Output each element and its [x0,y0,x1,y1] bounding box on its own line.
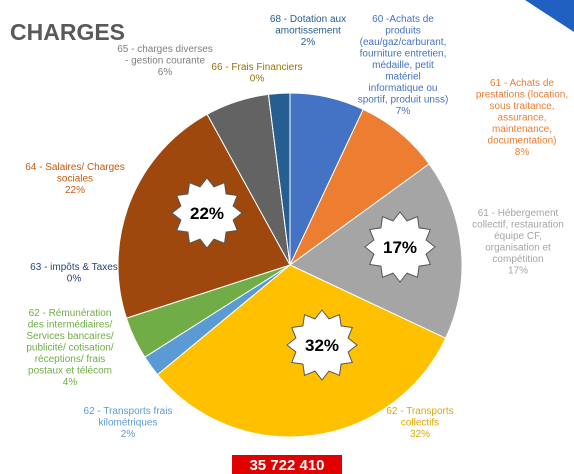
slice-label: 66 - Frais Financiers [211,62,302,73]
slice-label: 62 - Transports frais kilométriques [84,406,173,429]
corner-decoration [525,0,574,32]
labels: 60 -Achats de produits (eau/gaz/carburant,… [25,14,568,440]
slice-label: 64 - Salaires/ Charges sociales [25,162,125,185]
slice-value-label: 0% [250,74,265,85]
callout-label: 22% [190,204,224,223]
callout-star [171,177,243,249]
slice-value-label: 2% [121,429,136,440]
slice-label: 63 - impôts & Taxes [30,262,118,273]
slice-value-label: 7% [396,106,411,117]
slice-value-label: 17% [508,266,528,277]
slice-value-label: 4% [63,377,78,388]
total: 35 722 410 [249,457,324,474]
slice [267,92,291,266]
slice-label: 65 - charges diverses - gestion courante [117,44,213,67]
slice-label: 62 - Rémunération des intermédiaires/Serv… [26,308,113,377]
callout-star [364,211,436,283]
slice-label: 61 - Achats de prestations (location, sous… [476,78,568,147]
slice-label: 68 - Dotation aux amortissement [270,14,346,37]
slice-value-label: 0% [67,274,82,285]
slice-label: 61 - Hébergement collectif, restauration é… [472,208,564,265]
slice-value-label: 8% [515,147,530,158]
total-box [232,455,342,474]
slice-value-label: 32% [410,429,430,440]
slice-label: 60 -Achats de produits (eau/gaz/carburant,… [358,14,449,106]
callout-label: 32% [305,336,339,355]
slice-label: 62 - Transports collectifs [386,406,453,429]
slice-value-label: 6% [158,67,173,78]
callout-star [286,309,358,381]
slice-value-label: 22% [65,185,85,196]
callout-label: 17% [383,238,417,257]
slice-value-label: 2% [301,37,316,48]
chart-title: CHARGES [10,19,125,45]
